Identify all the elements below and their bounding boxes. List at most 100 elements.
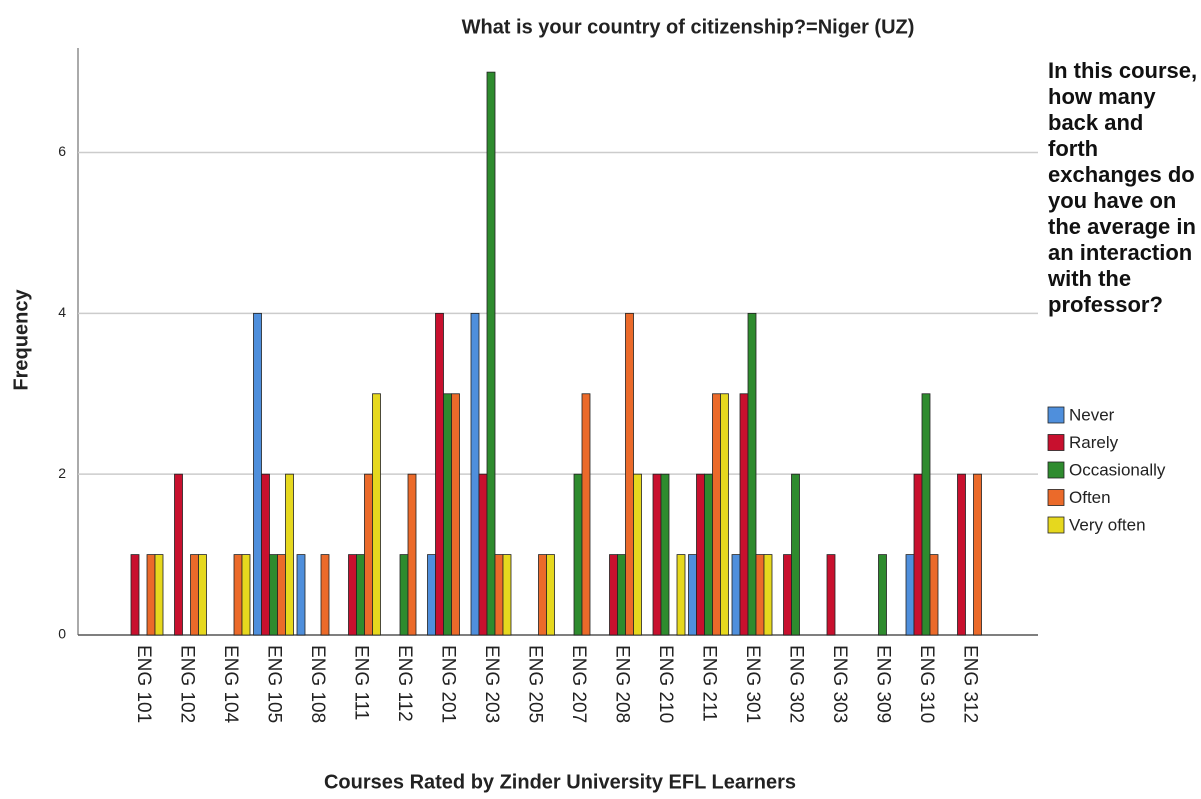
- x-tick-label: ENG 104: [220, 645, 241, 724]
- bar: [546, 554, 555, 636]
- bar: [921, 393, 931, 636]
- bar: [617, 554, 626, 636]
- y-axis-label: Frequency: [10, 289, 32, 391]
- legend-label: Very often: [1069, 515, 1146, 534]
- bar: [826, 554, 836, 636]
- x-tick-label: ENG 302: [785, 645, 806, 723]
- x-tick-label: ENG 203: [481, 645, 502, 723]
- legend-label: Occasionally: [1069, 460, 1166, 479]
- bar: [198, 554, 207, 636]
- bar: [791, 473, 800, 636]
- bar: [731, 554, 741, 636]
- x-tick-label: ENG 205: [524, 645, 545, 723]
- y-tick-label: 2: [58, 465, 66, 481]
- bar: [494, 554, 504, 636]
- y-tick-label: 4: [58, 304, 66, 320]
- bar: [130, 554, 140, 636]
- bar: [233, 554, 243, 636]
- bar: [174, 473, 183, 636]
- bar: [625, 312, 634, 636]
- bar: [146, 554, 156, 636]
- bar: [573, 473, 583, 636]
- bar: [905, 554, 915, 636]
- legend-label: Rarely: [1069, 433, 1119, 452]
- bar: [399, 554, 409, 636]
- bar: [320, 554, 330, 636]
- bar: [652, 473, 662, 636]
- bar: [696, 473, 705, 636]
- chart-title: What is your country of citizenship?=Nig…: [462, 16, 915, 38]
- legend-swatch: [1047, 516, 1065, 534]
- x-tick-label: ENG 312: [959, 645, 980, 723]
- bar: [372, 393, 381, 636]
- bar: [427, 554, 436, 636]
- legend-label: Often: [1069, 488, 1111, 507]
- x-tick-label: ENG 111: [350, 645, 371, 720]
- legend-swatch: [1047, 489, 1065, 506]
- bar: [435, 312, 444, 636]
- x-tick-label: ENG 310: [916, 645, 937, 723]
- legend-label: Never: [1069, 405, 1115, 424]
- bar: [277, 554, 286, 636]
- bar: [747, 312, 757, 636]
- bar: [269, 554, 278, 636]
- bar: [478, 473, 488, 636]
- bar: [253, 312, 262, 636]
- y-tick-label: 6: [58, 143, 66, 159]
- bar: [364, 473, 373, 636]
- bar: [763, 554, 773, 636]
- bar: [154, 554, 164, 636]
- bar: [348, 554, 357, 636]
- bar: [660, 473, 670, 636]
- bar: [451, 393, 460, 636]
- bar: [957, 473, 966, 636]
- bar: [913, 473, 923, 636]
- x-tick-label: ENG 105: [263, 645, 284, 723]
- bar: [783, 554, 792, 636]
- x-tick-label: ENG 303: [829, 645, 850, 723]
- bar: [633, 473, 642, 636]
- x-tick-label: ENG 207: [568, 645, 589, 723]
- bar: [929, 554, 939, 636]
- bar: [739, 393, 749, 636]
- x-tick-label: ENG 301: [742, 645, 763, 723]
- x-axis-label: Courses Rated by Zinder University EFL L…: [324, 771, 796, 793]
- x-tick-label: ENG 201: [437, 645, 458, 723]
- legend-title: In this course, how many back and forth …: [1048, 58, 1198, 317]
- bar: [878, 554, 887, 636]
- bar: [356, 554, 365, 636]
- bar: [704, 473, 713, 636]
- x-tick-label: ENG 210: [655, 645, 676, 723]
- legend-swatch: [1047, 406, 1065, 424]
- bar: [486, 71, 496, 636]
- bar: [755, 554, 765, 636]
- bar: [581, 393, 591, 636]
- bar: [241, 554, 251, 636]
- bar: [470, 312, 480, 636]
- bar: [538, 554, 547, 636]
- x-tick-label: ENG 309: [872, 645, 893, 723]
- legend-swatch: [1047, 461, 1065, 479]
- bar: [261, 473, 270, 636]
- y-tick-label: 0: [58, 626, 66, 642]
- x-tick-label: ENG 108: [307, 645, 328, 723]
- bar: [676, 554, 686, 636]
- bar: [296, 554, 306, 636]
- bar: [443, 393, 452, 636]
- bar: [609, 554, 618, 636]
- x-tick-label: ENG 208: [611, 645, 632, 723]
- bar: [502, 554, 512, 636]
- bar: [285, 473, 294, 636]
- x-tick-label: ENG 211: [698, 645, 719, 722]
- x-tick-label: ENG 102: [176, 645, 197, 723]
- x-tick-label: ENG 112: [394, 645, 415, 722]
- x-tick-label: ENG 101: [133, 645, 154, 723]
- bar: [712, 393, 721, 636]
- bar: [190, 554, 199, 636]
- bar: [688, 554, 697, 636]
- legend-swatch: [1047, 434, 1065, 451]
- bar: [407, 473, 417, 636]
- bar: [720, 393, 729, 636]
